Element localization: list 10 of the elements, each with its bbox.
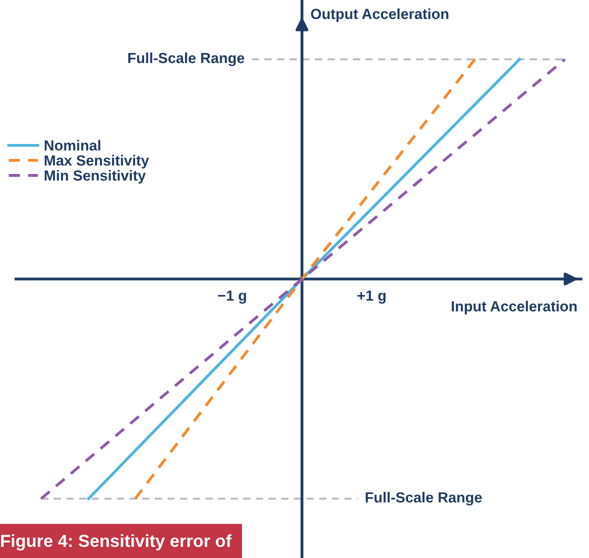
caption: Figure 4: Sensitivity error of [1,534,232,551]
ref-line-label: Full-Scale Range [366,492,482,506]
ref-line-label: Full-Scale Range [128,52,244,66]
x-tick-label: +1 g [358,290,386,304]
legend-label: Min Sensitivity [44,170,146,184]
y-axis-title: Output Acceleration [310,8,448,22]
x-tick-label: −1 g [218,290,246,304]
x-axis-title: Input Acceleration [452,300,577,314]
legend-label: Max Sensitivity [44,154,150,169]
legend-label: Nominal [44,140,100,151]
